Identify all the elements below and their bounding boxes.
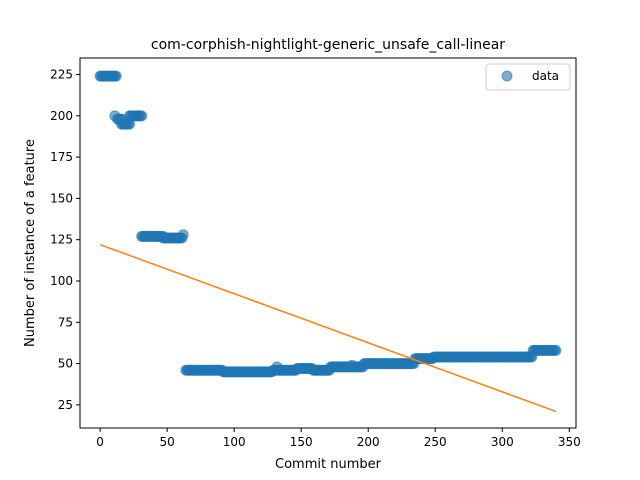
x-tick-label: 200 <box>357 435 380 449</box>
y-tick-label: 100 <box>50 274 73 288</box>
y-axis: 25 50 75 100 125 150 175 200 225 <box>50 68 80 412</box>
legend-label: data <box>532 69 559 83</box>
data-point <box>110 70 122 82</box>
y-axis-label: Number of instance of a feature <box>23 139 38 347</box>
y-tick-label: 50 <box>58 357 73 371</box>
x-tick-label: 100 <box>223 435 246 449</box>
y-tick-label: 75 <box>58 315 73 329</box>
legend: data <box>485 63 571 91</box>
y-tick-label: 225 <box>50 68 73 82</box>
trend-line <box>99 243 557 413</box>
data-point <box>550 344 562 356</box>
x-tick-label: 50 <box>159 435 174 449</box>
y-tick-label: 125 <box>50 233 73 247</box>
plot-frame <box>79 57 577 429</box>
y-tick-label: 150 <box>50 191 73 205</box>
y-tick-label: 200 <box>50 109 73 123</box>
plot-marks <box>94 70 562 378</box>
data-point <box>346 359 358 371</box>
x-axis-label: Commit number <box>275 457 382 472</box>
y-tick-label: 175 <box>50 150 73 164</box>
x-axis: 0 50 100 150 200 250 300 350 <box>96 428 581 449</box>
y-tick-label: 25 <box>58 398 73 412</box>
chart-title: com-corphish-nightlight-generic_unsafe_c… <box>151 37 505 53</box>
fit-line <box>99 243 557 413</box>
x-tick-label: 300 <box>491 435 514 449</box>
x-tick-label: 350 <box>558 435 581 449</box>
x-tick-label: 150 <box>290 435 313 449</box>
x-tick-label: 0 <box>96 435 104 449</box>
x-tick-label: 250 <box>424 435 447 449</box>
data-point <box>177 229 189 241</box>
legend-marker <box>501 70 513 82</box>
data-point <box>136 110 148 122</box>
